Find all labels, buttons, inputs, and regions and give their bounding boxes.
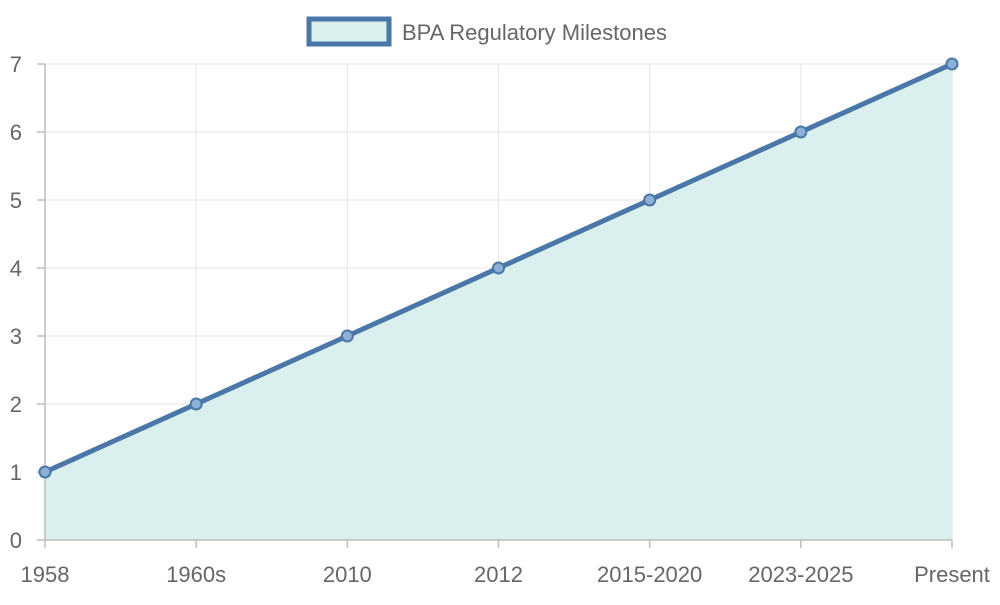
x-tick-label: Present bbox=[914, 562, 990, 587]
axis-layer bbox=[37, 63, 953, 548]
data-point bbox=[38, 465, 52, 479]
chart-legend[interactable]: BPA Regulatory Milestones bbox=[306, 16, 667, 47]
y-tick-label: 1 bbox=[10, 460, 22, 485]
y-tick-label: 6 bbox=[10, 120, 22, 145]
data-point bbox=[794, 125, 808, 139]
data-point bbox=[189, 397, 203, 411]
y-axis-ticks: 0 1 2 3 4 5 6 7 bbox=[10, 52, 22, 553]
y-tick-label: 5 bbox=[10, 188, 22, 213]
data-point bbox=[643, 193, 657, 207]
series-area-fill bbox=[45, 64, 952, 540]
y-tick-label: 3 bbox=[10, 324, 22, 349]
legend-label: BPA Regulatory Milestones bbox=[402, 20, 667, 45]
legend-swatch bbox=[306, 16, 392, 47]
data-point bbox=[945, 57, 959, 71]
x-tick-label: 2023-2025 bbox=[748, 562, 853, 587]
y-tick-label: 4 bbox=[10, 256, 22, 281]
x-tick-label: 2015-2020 bbox=[597, 562, 702, 587]
point-layer bbox=[38, 57, 959, 479]
x-tick-label: 1958 bbox=[21, 562, 70, 587]
x-tick-label: 1960s bbox=[166, 562, 226, 587]
x-tick-label: 2010 bbox=[323, 562, 372, 587]
area-layer bbox=[45, 64, 952, 540]
y-tick-label: 7 bbox=[10, 52, 22, 77]
x-axis-ticks: 1958 1960s 2010 2012 2015-2020 2023-2025 Prese… bbox=[21, 562, 990, 587]
data-point bbox=[492, 261, 505, 275]
data-point bbox=[340, 329, 354, 343]
x-tick-label: 2012 bbox=[474, 562, 523, 587]
y-tick-label: 2 bbox=[10, 392, 22, 417]
y-tick-label: 0 bbox=[10, 528, 22, 553]
